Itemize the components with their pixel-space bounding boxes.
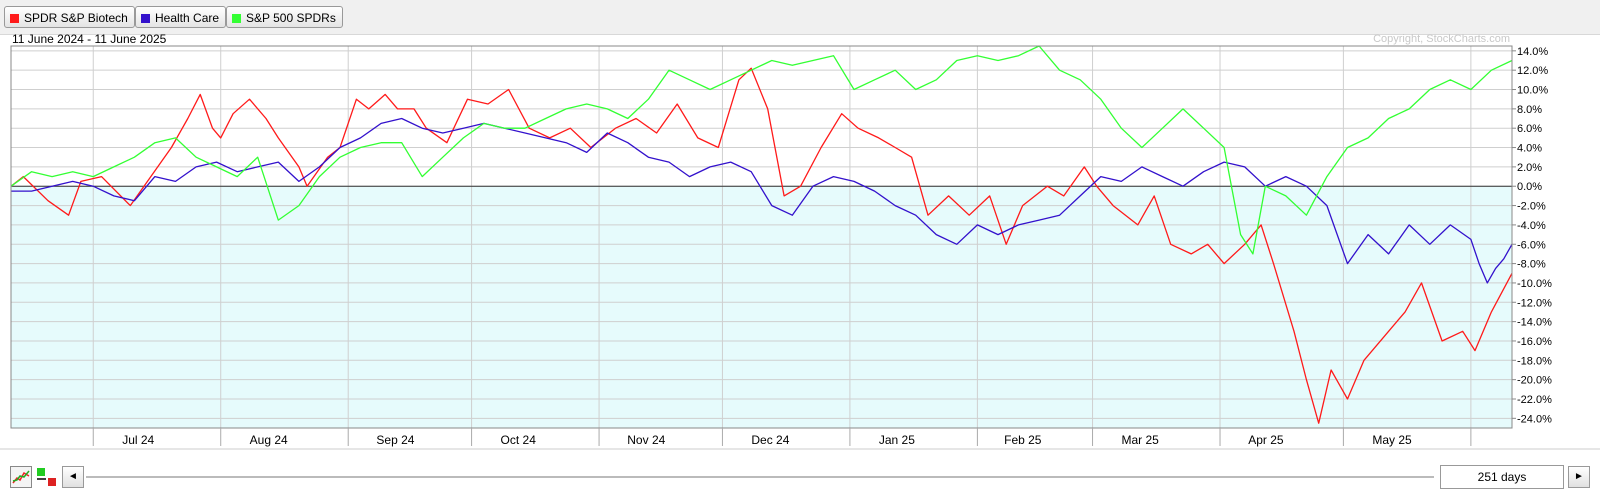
y-tick-label: -4.0%	[1517, 220, 1546, 232]
x-tick-label: Mar 25	[1121, 433, 1159, 447]
y-tick-label: 10.0%	[1517, 85, 1548, 97]
y-axis: 14.0% 12.0% 10.0% 8.0% 6.0% 4.0% 2.0% 0.0% -2.0%…	[1512, 46, 1552, 425]
date-range-label: 11 June 2024 - 11 June 2025	[12, 32, 167, 46]
legend-item-health-care[interactable]: Health Care	[135, 6, 227, 28]
chart-navigation: ◄ 251 days ►	[0, 460, 1600, 504]
vertical-gridlines	[92, 46, 1472, 428]
copyright-label: Copyright, StockCharts.com	[1373, 33, 1510, 45]
x-tick-label: Dec 24	[751, 433, 789, 447]
y-tick-label: -20.0%	[1517, 375, 1552, 387]
x-tick-label: Jan 25	[879, 433, 915, 447]
performance-chart-glyph-icon	[12, 470, 30, 484]
y-tick-label: -12.0%	[1517, 297, 1552, 309]
y-tick-label: 6.0%	[1517, 123, 1542, 135]
series-line-s-p-500-spdrs	[10, 45, 1513, 255]
x-tick-label: Nov 24	[627, 433, 665, 447]
x-tick-label: May 25	[1372, 433, 1412, 447]
x-tick-label: Jul 24	[122, 433, 154, 447]
y-tick-label: -14.0%	[1517, 317, 1552, 329]
y-tick-label: -2.0%	[1517, 201, 1546, 213]
legend-label: Health Care	[155, 11, 220, 25]
series-lines	[10, 45, 1513, 424]
days-range-selector[interactable]: 251 days	[1440, 465, 1564, 489]
y-tick-label: 2.0%	[1517, 162, 1542, 174]
y-tick-label: 8.0%	[1517, 104, 1542, 116]
scroll-track[interactable]	[86, 476, 1434, 478]
y-tick-label: -16.0%	[1517, 336, 1552, 348]
x-tick-label: Apr 25	[1248, 433, 1284, 447]
y-tick-label: 4.0%	[1517, 143, 1542, 155]
performance-chart-icon[interactable]	[10, 466, 32, 488]
y-tick-label: 14.0%	[1517, 46, 1548, 58]
legend-item-sp500-spdrs[interactable]: S&P 500 SPDRs	[226, 6, 343, 28]
x-axis: Jul 24 Aug 24 Sep 24 Oct 24 Nov 24 Dec 24 Jan …	[0, 428, 1600, 450]
legend-swatch-icon	[10, 14, 19, 23]
x-tick-label: Feb 25	[1004, 433, 1042, 447]
y-tick-label: 0.0%	[1517, 181, 1542, 193]
plot-border	[10, 45, 1513, 429]
series-line-spdr-s-p-biotech	[10, 67, 1513, 424]
y-tick-label: 12.0%	[1517, 65, 1548, 77]
y-tick-label: -10.0%	[1517, 278, 1552, 290]
y-tick-label: -6.0%	[1517, 239, 1546, 251]
plot-background-positive	[11, 46, 1512, 187]
x-tick-label: Aug 24	[250, 433, 288, 447]
scroll-left-button[interactable]: ◄	[62, 466, 84, 488]
legend-toolbar: SPDR S&P Biotech Health Care S&P 500 SPD…	[0, 0, 1600, 35]
x-tick-label: Sep 24	[376, 433, 414, 447]
legend-item-spdr-biotech[interactable]: SPDR S&P Biotech	[4, 6, 135, 28]
y-tick-label: -24.0%	[1517, 413, 1552, 425]
y-tick-label: -18.0%	[1517, 355, 1552, 367]
legend-label: S&P 500 SPDRs	[246, 11, 336, 25]
y-tick-label: -22.0%	[1517, 394, 1552, 406]
y-tick-label: -8.0%	[1517, 259, 1546, 271]
legend-swatch-icon	[141, 14, 150, 23]
color-legend-icon[interactable]	[36, 466, 58, 488]
performance-chart: 14.0% 12.0% 10.0% 8.0% 6.0% 4.0% 2.0% 0.0% -2.0%…	[0, 45, 1600, 450]
legend-swatch-icon	[232, 14, 241, 23]
color-legend-glyph-icon	[37, 468, 56, 486]
series-line-health-care	[11, 117, 1513, 284]
x-tick-label: Oct 24	[501, 433, 537, 447]
scroll-right-button[interactable]: ►	[1568, 466, 1590, 488]
legend-label: SPDR S&P Biotech	[24, 11, 128, 25]
